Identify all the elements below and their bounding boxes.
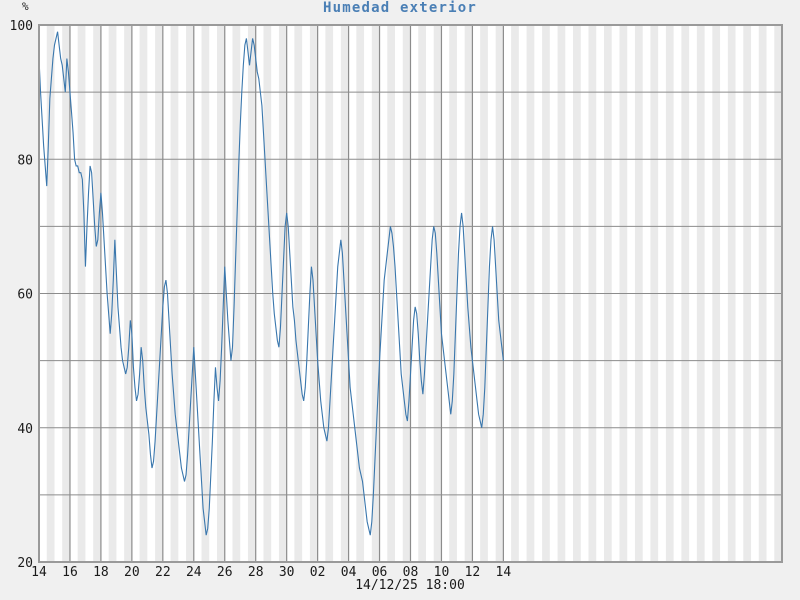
y-axis-unit-label: % (22, 0, 29, 13)
chart-title: Humedad exterior (322, 0, 478, 16)
humidity-series-line (39, 31, 504, 536)
y-tick-label: 100 (10, 19, 33, 34)
plot-frame (38, 24, 783, 563)
x-axis-caption: 14/12/25 18:00 (355, 578, 465, 593)
x-tick-label: 06 (372, 565, 388, 580)
grid-lines (39, 25, 782, 562)
x-tick-label: 02 (310, 565, 326, 580)
x-tick-label: 14 (31, 565, 47, 580)
x-tick-label: 04 (341, 565, 357, 580)
y-tick-label: 80 (17, 153, 33, 168)
data-series-group (39, 31, 504, 536)
x-tick-label: 22 (155, 565, 171, 580)
y-tick-label: 40 (17, 422, 33, 437)
x-tick-label: 14 (496, 565, 512, 580)
x-tick-label: 20 (124, 565, 140, 580)
x-axis-tick-labels: 14 16 18 20 22 24 26 28 30 02 04 06 08 10 12 14 (31, 565, 511, 580)
x-tick-label: 30 (279, 565, 295, 580)
x-tick-label: 16 (62, 565, 78, 580)
y-tick-label: 60 (17, 288, 33, 303)
x-tick-label: 08 (403, 565, 419, 580)
x-tick-label: 18 (93, 565, 109, 580)
y-tick-label: 20 (17, 556, 33, 571)
x-tick-label: 26 (217, 565, 233, 580)
x-tick-label: 24 (186, 565, 202, 580)
x-tick-label: 12 (465, 565, 481, 580)
x-tick-label: 10 (434, 565, 450, 580)
y-axis-tick-labels: 20 40 60 80 100 (10, 19, 33, 571)
x-tick-label: 28 (248, 565, 264, 580)
